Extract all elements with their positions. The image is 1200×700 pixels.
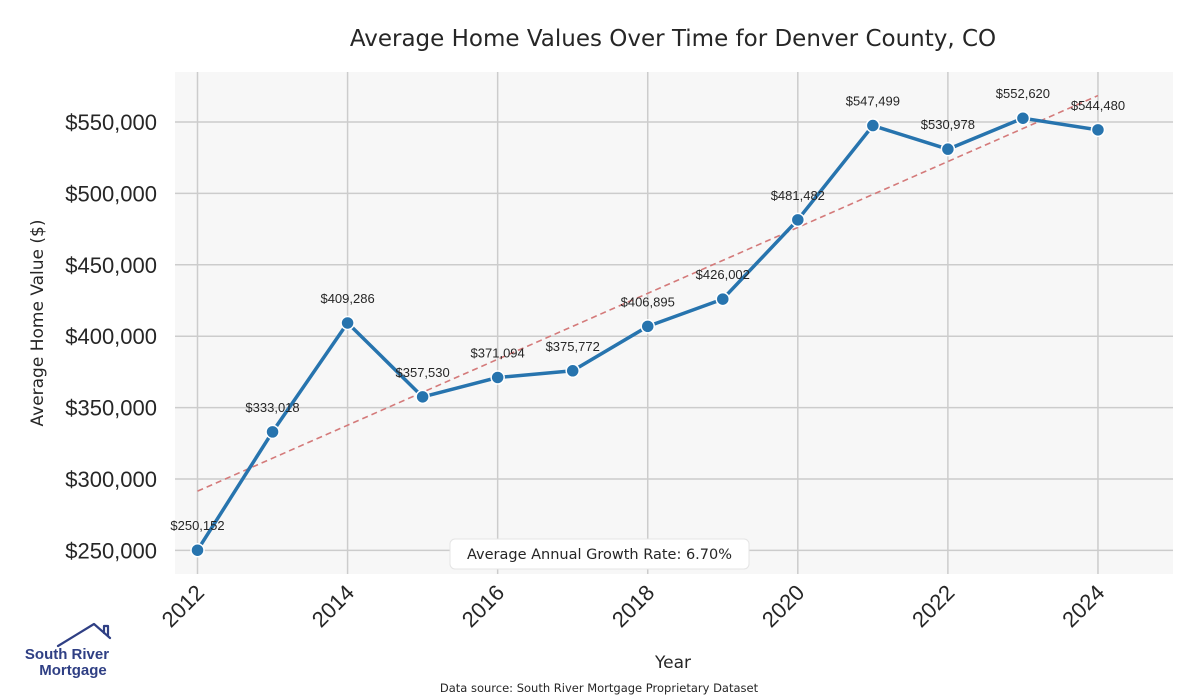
x-tick-label: 2022 <box>907 580 959 632</box>
growth-rate-text: Average Annual Growth Rate: 6.70% <box>467 547 732 563</box>
x-tick-label: 2016 <box>457 580 509 632</box>
data-point <box>790 212 806 228</box>
x-tick-label: 2024 <box>1057 580 1109 632</box>
data-label: $544,480 <box>1071 98 1125 113</box>
data-point <box>340 315 355 331</box>
data-point <box>1015 110 1031 126</box>
x-tick-label: 2012 <box>157 580 209 632</box>
chart-title: Average Home Values Over Time for Denver… <box>350 26 996 52</box>
data-label: $547,499 <box>846 94 900 109</box>
x-tick-label: 2014 <box>307 580 359 632</box>
y-tick-label: $350,000 <box>65 396 157 421</box>
data-source-text: Data source: South River Mortgage Propri… <box>440 681 759 695</box>
trendline-group <box>197 94 1099 492</box>
data-label: $406,895 <box>621 294 675 309</box>
grid <box>175 72 1173 574</box>
data-point <box>415 389 430 405</box>
data-point <box>940 141 956 157</box>
plot-area <box>175 72 1173 574</box>
data-point <box>190 542 205 558</box>
data-label: $552,620 <box>996 86 1050 101</box>
data-point <box>715 291 731 307</box>
x-axis-ticks: 2012 2014 2016 2018 2020 2022 2024 <box>157 580 1110 632</box>
data-label: $333,018 <box>245 400 299 415</box>
y-tick-label: $400,000 <box>65 324 157 349</box>
data-point <box>1090 122 1106 138</box>
y-tick-label: $300,000 <box>65 467 157 492</box>
data-point <box>490 370 505 385</box>
data-label: $481,482 <box>771 188 825 203</box>
data-label: $530,978 <box>921 117 975 132</box>
y-tick-label: $450,000 <box>65 253 157 278</box>
trendline <box>197 94 1099 492</box>
x-axis-label: Year <box>654 653 691 673</box>
y-tick-label: $550,000 <box>65 110 157 135</box>
y-tick-label: $500,000 <box>65 181 157 206</box>
company-logo: South River Mortgage <box>25 622 112 679</box>
data-label: $426,002 <box>696 267 750 282</box>
data-label: $409,286 <box>320 291 374 306</box>
series-group <box>190 110 1106 558</box>
data-point <box>565 363 580 379</box>
data-point <box>865 118 881 133</box>
y-axis-label: Average Home Value ($) <box>28 220 48 427</box>
house-roof-icon <box>56 622 112 648</box>
data-point <box>640 319 655 334</box>
data-label: $357,530 <box>396 365 450 380</box>
data-labels: $250,152 $333,018 $409,286 $357,530 $371,094… <box>170 86 1125 533</box>
logo-line-2: Mortgage <box>39 662 107 679</box>
data-label: $250,152 <box>170 518 224 533</box>
data-label: $375,772 <box>546 339 600 354</box>
data-point <box>265 424 280 440</box>
growth-rate-box <box>449 538 750 570</box>
y-tick-label: $250,000 <box>65 538 157 563</box>
data-label: $371,094 <box>471 345 525 360</box>
y-axis-ticks: $250,000 $300,000 $350,000 $400,000 $450,000… <box>65 110 157 563</box>
x-tick-label: 2018 <box>607 580 659 632</box>
growth-rate-annotation: Average Annual Growth Rate: 6.70% <box>449 538 750 570</box>
logo-line-1: South River <box>25 646 109 663</box>
x-tick-label: 2020 <box>757 580 809 632</box>
